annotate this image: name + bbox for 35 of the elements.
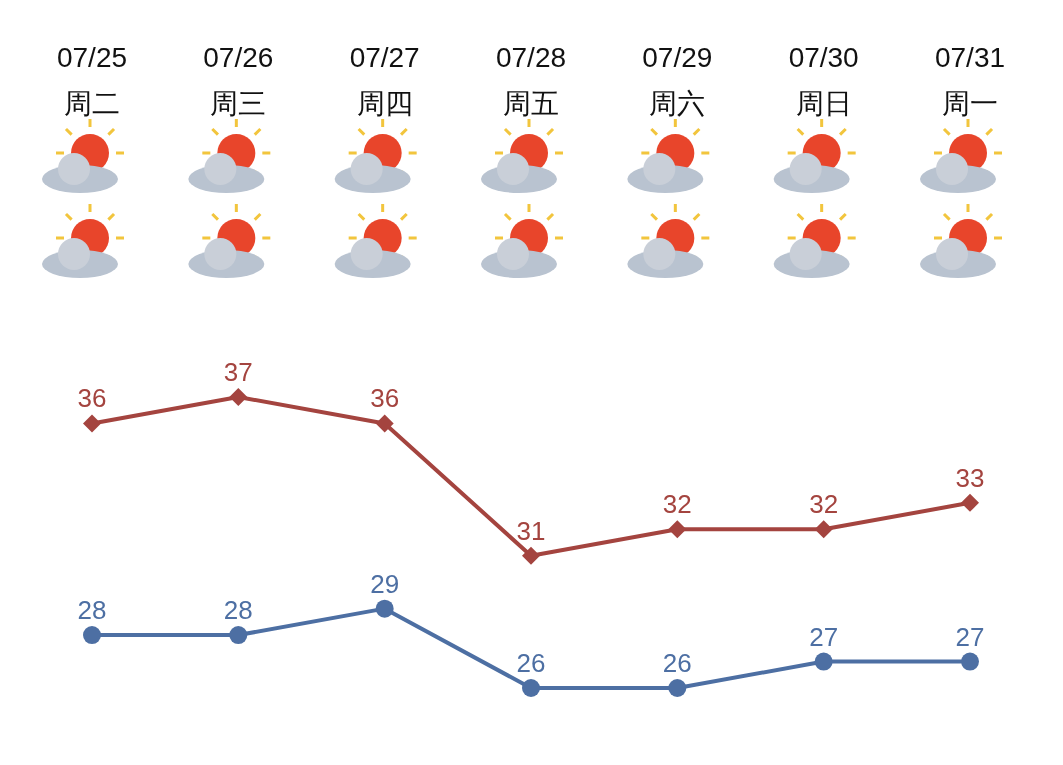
- point: [668, 520, 687, 539]
- data-label: 28: [77, 595, 107, 626]
- data-label: 36: [77, 383, 107, 414]
- data-label: 33: [955, 462, 985, 493]
- point: [83, 626, 101, 645]
- x-tick-label: 07/28 周五: [495, 42, 567, 119]
- point: [83, 414, 101, 433]
- data-label: 28: [223, 595, 253, 626]
- point: [961, 652, 979, 671]
- point: [229, 626, 248, 645]
- data-label: 26: [662, 648, 692, 678]
- point: [229, 388, 248, 406]
- x-tick-label: 07/27 周四: [349, 42, 420, 119]
- data-label: 31: [516, 515, 546, 546]
- point: [814, 652, 833, 671]
- point: [375, 414, 394, 433]
- x-tick-label: 07/29 周六: [642, 42, 713, 119]
- data-label: 37: [223, 357, 253, 387]
- point: [522, 546, 540, 565]
- x-tick-label: 07/26 周三: [203, 42, 274, 119]
- data-label: 27: [809, 621, 839, 652]
- data-label: 32: [809, 489, 839, 520]
- data-label: 32: [662, 489, 692, 520]
- x-tick-label: 07/30 周日: [788, 42, 859, 119]
- data-label: 26: [516, 648, 546, 678]
- data-label: 29: [370, 568, 400, 599]
- point: [668, 679, 687, 697]
- data-label: 36: [370, 383, 400, 414]
- point: [961, 493, 979, 512]
- x-tick-label: 07/25 周二: [56, 42, 128, 119]
- x-tick-label: 07/31 周一: [934, 42, 1006, 119]
- data-label: 27: [955, 621, 985, 652]
- point: [375, 599, 394, 618]
- point: [814, 520, 833, 539]
- point: [522, 679, 540, 697]
